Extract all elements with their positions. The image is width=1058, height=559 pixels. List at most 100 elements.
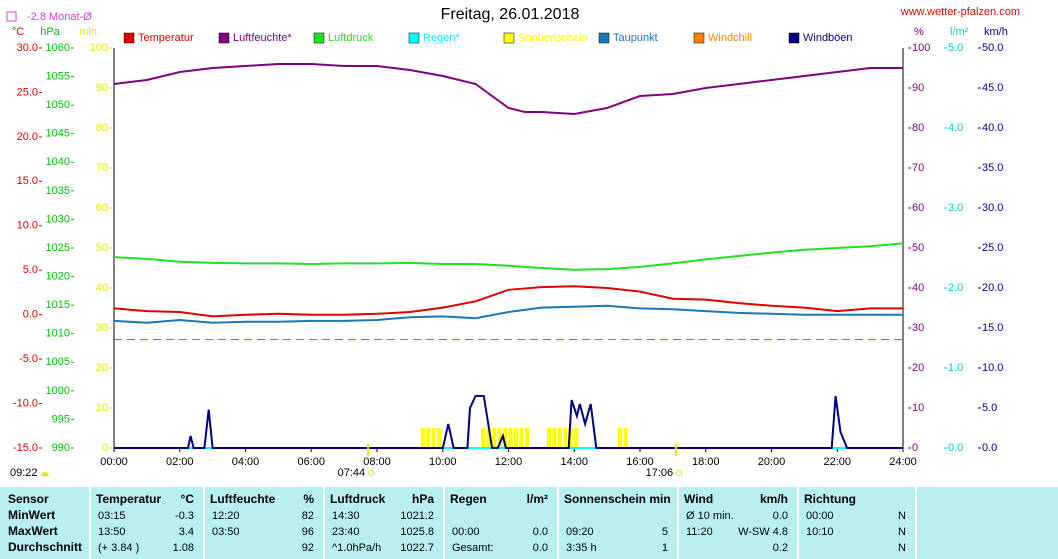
y-tick-label: 995 — [52, 413, 70, 425]
table-cell: N — [898, 526, 906, 538]
table-background — [0, 487, 1058, 559]
y-tick-label: 90 — [96, 82, 108, 94]
sunshine-bar — [519, 428, 524, 448]
legend-swatch — [693, 32, 705, 44]
annotation: 09:22 — [10, 467, 38, 479]
x-tick-label: 04:00 — [232, 456, 260, 468]
y-tick-label: 0.0 — [982, 442, 997, 454]
y-tick-label: 0 — [102, 442, 108, 454]
x-tick-label: 20:00 — [758, 456, 786, 468]
sunshine-bar — [546, 428, 552, 448]
row-label: MaxWert — [8, 524, 58, 538]
table-cell: 0.0 — [533, 526, 548, 538]
y-tick-label: 20.0 — [982, 282, 1003, 294]
y-tick-label: -5.0 — [19, 353, 38, 365]
y-tick-label: 1045 — [46, 128, 70, 140]
table-unit: % — [303, 492, 314, 506]
y-tick-label: 10.0 — [982, 362, 1003, 374]
y-tick-label: 990 — [52, 442, 70, 454]
series-line — [113, 304, 903, 324]
table-cell: 11:20 — [686, 526, 713, 538]
table-cell: 82 — [302, 510, 314, 522]
x-tick-label: 02:00 — [166, 456, 194, 468]
table-cell: 23:40 — [332, 526, 360, 538]
table-cell: 0.0 — [773, 510, 788, 522]
table-unit: °C — [181, 492, 195, 506]
y-tick-label: 15.0 — [982, 322, 1003, 334]
series-line — [113, 242, 904, 271]
y-tick-label: 5.0 — [982, 402, 997, 414]
table-cell: 1021.2 — [400, 510, 434, 522]
y-tick-label: -10.0 — [13, 397, 38, 409]
table-cell: 00:00 — [452, 526, 480, 538]
y-tick-label: 1015 — [46, 299, 70, 311]
y-tick-label: 10.0 — [17, 220, 38, 232]
table-unit: l/m² — [527, 492, 548, 506]
y-tick-label: 70 — [96, 162, 108, 174]
sunshine-bar — [574, 428, 579, 448]
legend-swatch — [123, 32, 135, 44]
source: www.wetter-pfalzen.com — [900, 6, 1020, 18]
y-tick-label: 60 — [96, 202, 108, 214]
sunshine-bar — [623, 428, 628, 448]
sunshine-bar — [557, 428, 562, 448]
sunshine-bar — [481, 428, 486, 448]
y-tick-label: 25.0 — [982, 242, 1003, 254]
x-tick-label: 18:00 — [692, 456, 720, 468]
y-tick-label: 40 — [912, 282, 924, 294]
x-tick-label: 16:00 — [626, 456, 654, 468]
y-tick-label: 4.0 — [948, 122, 963, 134]
table-header: Regen — [450, 492, 487, 506]
y-tick-label: 100 — [90, 42, 108, 54]
y-tick-label: 0 — [912, 442, 918, 454]
table-cell: 0.0 — [533, 542, 548, 554]
legend-swatch — [218, 32, 230, 44]
y-tick-label: 50 — [96, 242, 108, 254]
y-tick-label: 50 — [912, 242, 924, 254]
sunshine-bar — [617, 428, 623, 448]
y-tick-label: 1020 — [46, 270, 70, 282]
y-tick-label: 1025 — [46, 242, 70, 254]
table-unit: km/h — [760, 492, 788, 506]
y-tick-label: -15.0 — [13, 442, 38, 454]
average-label: -2.8 Monat-Ø — [27, 11, 92, 23]
sunshine-bar — [552, 428, 557, 448]
sunshine-bar — [426, 428, 431, 448]
x-tick-label: 14:00 — [560, 456, 588, 468]
y-tick-label: 1040 — [46, 156, 70, 168]
table-header: Wind — [684, 492, 713, 506]
table-header: Luftfeuchte — [210, 492, 276, 506]
y-tick-label: 60 — [912, 202, 924, 214]
y-tick-label: 15.0 — [17, 175, 38, 187]
y-tick-label: 2.0 — [948, 282, 963, 294]
x-tick-label: 10:00 — [429, 456, 457, 468]
table-cell: 09:20 — [566, 526, 594, 538]
y-tick-label: 5.0 — [23, 264, 38, 276]
sun-icon — [368, 470, 375, 476]
y-tick-label: 0.0 — [948, 442, 963, 454]
annotation: 17:06 — [646, 467, 674, 479]
y-tick-label: 10 — [96, 402, 108, 414]
y-tick-label: 1060 — [46, 42, 70, 54]
y-tick-label: 30.0 — [982, 202, 1003, 214]
series-line — [114, 395, 903, 449]
y-tick-label: 10 — [912, 402, 924, 414]
y-tick-label: 100 — [912, 42, 930, 54]
y-tick-label: 30 — [912, 322, 924, 334]
legend-label: Luftdruck — [328, 32, 374, 44]
y-tick-label: 35.0 — [982, 162, 1003, 174]
y-tick-label: 1005 — [46, 356, 70, 368]
axis-unit: % — [914, 26, 924, 38]
table-cell: 3:35 h — [566, 542, 597, 554]
y-tick-label: 20.0 — [17, 131, 38, 143]
chart-title: Freitag, 26.01.2018 — [441, 6, 580, 23]
table-cell: N — [898, 542, 906, 554]
y-tick-label: 1030 — [46, 213, 70, 225]
table-cell: 1.08 — [173, 542, 194, 554]
table-cell: 1022.7 — [400, 542, 434, 554]
legend-label: Sonnenschein — [518, 32, 588, 44]
sunshine-bar — [486, 428, 491, 448]
sunshine-bar — [431, 428, 437, 448]
table-header: Luftdruck — [330, 492, 386, 506]
